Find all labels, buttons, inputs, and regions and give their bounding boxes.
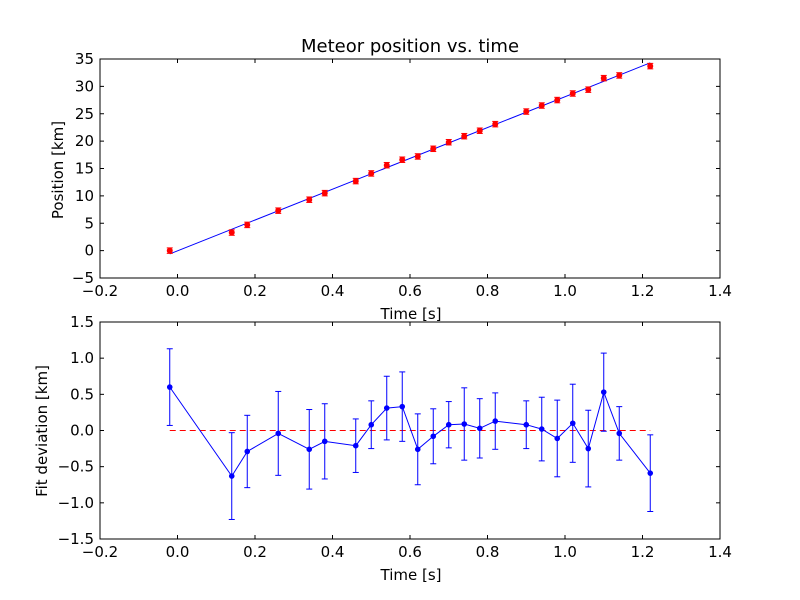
data-point xyxy=(600,389,607,395)
deviation-panel: Time [s] Fit deviation [km] −0.2 0.0 0.2 0.… xyxy=(33,313,732,584)
data-point xyxy=(569,90,576,97)
x-tick-label: −0.2 xyxy=(82,543,118,561)
x-tick-label: −0.2 xyxy=(82,282,118,300)
data-point xyxy=(399,403,406,410)
data-point xyxy=(306,446,313,453)
y-tick-label: 20 xyxy=(75,132,94,150)
data-point xyxy=(492,121,499,128)
y-tick-label: 30 xyxy=(75,77,94,95)
data-point xyxy=(554,435,561,442)
y-tick-label: −5 xyxy=(72,269,94,287)
data-point xyxy=(321,438,328,445)
deviation-plot-area: −0.2 0.0 0.2 0.4 0.6 0.8 1.0 1.2 1.4 −1.5 −1.0 −0.5… xyxy=(58,313,732,561)
data-point xyxy=(368,421,375,428)
fit-line xyxy=(169,62,651,255)
x-tick-label: 0.8 xyxy=(476,282,500,300)
data-point xyxy=(166,384,173,390)
data-point xyxy=(399,156,406,163)
data-point xyxy=(321,190,328,197)
data-point xyxy=(414,153,421,160)
data-point xyxy=(414,446,421,453)
data-point xyxy=(430,145,437,152)
x-tick-label: 1.2 xyxy=(631,282,655,300)
x-axis-label-bottom: Time [s] xyxy=(380,566,442,584)
deviation-line xyxy=(169,386,651,478)
data-point xyxy=(445,139,452,146)
data-point xyxy=(275,430,282,437)
x-tick-label: 0.4 xyxy=(321,282,345,300)
y-tick-label: 5 xyxy=(84,214,94,232)
data-point xyxy=(538,426,545,432)
data-point xyxy=(554,97,561,104)
data-point xyxy=(461,421,468,427)
x-tick-label: 1.4 xyxy=(708,543,732,561)
y-tick-label: 35 xyxy=(75,50,94,68)
y-axis-label-bottom: Fit deviation [km] xyxy=(33,365,51,497)
x-tick-label: 0.2 xyxy=(243,282,267,300)
x-tick-label: 1.0 xyxy=(553,282,577,300)
data-point xyxy=(228,229,235,236)
data-point xyxy=(569,420,576,427)
y-tick-label: 0 xyxy=(84,242,94,260)
data-point xyxy=(616,430,623,437)
y-tick-label: 1.0 xyxy=(70,349,94,367)
data-point xyxy=(647,470,654,476)
data-point xyxy=(538,102,545,109)
data-point xyxy=(352,442,359,449)
data-point xyxy=(492,418,499,424)
data-point xyxy=(647,63,654,70)
x-tick-label: 0.0 xyxy=(166,282,190,300)
x-tick-label: 0.4 xyxy=(321,543,345,561)
data-point xyxy=(383,162,390,169)
data-point xyxy=(445,421,452,428)
y-tick-label: 0.5 xyxy=(70,385,94,403)
data-point xyxy=(228,473,235,479)
data-point xyxy=(476,127,483,134)
data-point xyxy=(383,405,390,411)
data-point xyxy=(616,72,623,79)
x-tick-label: 0.6 xyxy=(398,543,422,561)
y-tick-label: 0.0 xyxy=(70,422,94,440)
x-tick-label: 1.0 xyxy=(553,543,577,561)
x-axis-label-top: Time [s] xyxy=(380,305,442,323)
y-tick-label: 1.5 xyxy=(70,313,94,331)
data-point xyxy=(461,133,468,140)
data-point xyxy=(600,75,607,82)
data-point xyxy=(352,178,359,185)
x-tick-label: 0.8 xyxy=(476,543,500,561)
y-tick-label: 10 xyxy=(75,187,94,205)
data-point xyxy=(166,247,173,254)
x-tick-label: 1.4 xyxy=(708,282,732,300)
y-tick-label: −1.0 xyxy=(58,494,94,512)
data-point xyxy=(476,425,483,432)
data-point xyxy=(275,207,282,214)
data-point xyxy=(306,196,313,203)
data-point xyxy=(585,86,592,93)
y-tick-label: 25 xyxy=(75,105,94,123)
position-plot-area: −0.2 0.0 0.2 0.4 0.6 0.8 1.0 1.2 1.4 −5 0 5 10 15 20 25… xyxy=(72,50,732,300)
x-tick-label: 0.0 xyxy=(166,543,190,561)
y-tick-label: −1.5 xyxy=(58,530,94,548)
data-point xyxy=(368,170,375,177)
data-point xyxy=(244,448,251,455)
position-panel: Meteor position vs. time Time [s] Positi… xyxy=(49,36,732,323)
y-axis-label-top: Position [km] xyxy=(49,121,67,219)
x-tick-label: 0.6 xyxy=(398,282,422,300)
data-point xyxy=(523,108,530,115)
data-point xyxy=(585,445,592,452)
x-tick-label: 1.2 xyxy=(631,543,655,561)
data-point xyxy=(523,421,530,428)
data-point xyxy=(430,433,437,440)
chart-title: Meteor position vs. time xyxy=(301,36,519,57)
y-tick-label: 15 xyxy=(75,160,94,178)
data-point xyxy=(244,221,251,228)
y-tick-label: −0.5 xyxy=(58,458,94,476)
x-tick-label: 0.2 xyxy=(243,543,267,561)
